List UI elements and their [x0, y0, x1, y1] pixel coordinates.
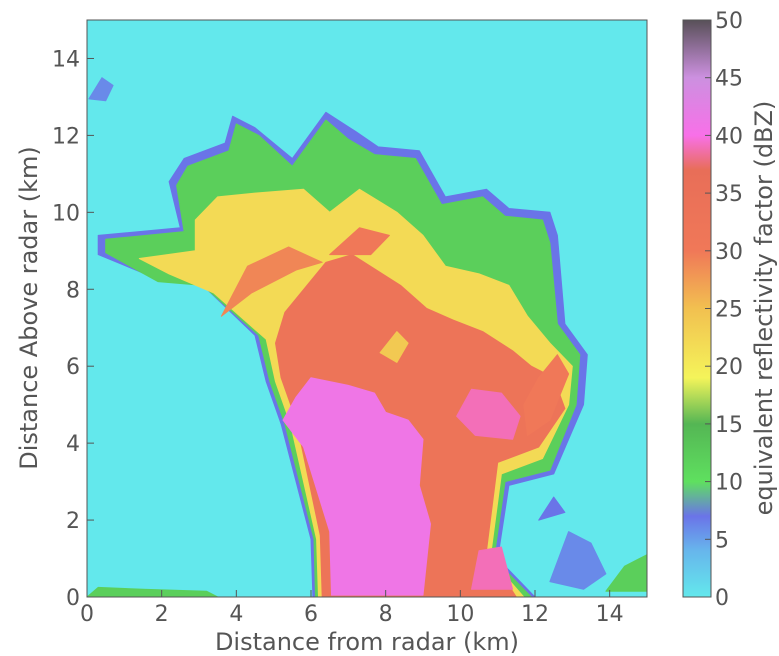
region-side-pink — [456, 388, 521, 440]
colorbar-tick-label: 25 — [715, 298, 743, 323]
y-tick-label: 2 — [66, 509, 80, 534]
y-axis-label: Distance Above radar (km) — [15, 146, 43, 470]
x-tick-label: 8 — [379, 602, 393, 627]
colorbar-tick-label: 15 — [715, 413, 743, 438]
colorbar-label: equivalent reflectivity factor (dBZ) — [750, 101, 778, 516]
colorbar-tick-label: 40 — [715, 124, 743, 149]
x-tick-label: 4 — [229, 602, 243, 627]
region-anvil-orange-left — [220, 246, 323, 317]
region-top-left-blob — [88, 77, 114, 102]
x-tick-label: 6 — [304, 602, 318, 627]
y-axis-ticks: 0 2 4 6 8 10 12 14 — [52, 47, 94, 611]
x-tick-label: 2 — [155, 602, 169, 627]
colorbar-tick-label: 50 — [715, 9, 743, 34]
region-lower-pink — [471, 546, 514, 590]
x-axis-label: Distance from radar (km) — [215, 628, 519, 656]
region-upper-orange — [329, 227, 390, 256]
colorbar-tick-label: 35 — [715, 182, 743, 207]
y-tick-label: 10 — [52, 201, 80, 226]
x-tick-label: 14 — [596, 602, 624, 627]
x-tick-label: 12 — [521, 602, 549, 627]
plot-frame — [86, 19, 648, 598]
region-ground-clutter — [87, 586, 219, 597]
region-right-orange — [523, 354, 570, 436]
x-tick-label: 0 — [80, 602, 94, 627]
region-core-magenta — [282, 377, 431, 596]
colorbar-tick-label: 5 — [715, 528, 729, 553]
colorbar-tick-label: 45 — [715, 67, 743, 92]
colorbar-tick-label: 10 — [715, 471, 743, 496]
y-tick-label: 14 — [52, 47, 80, 72]
plot-area — [87, 20, 647, 597]
region-right-cells-green — [605, 554, 647, 592]
region-far-right-blob — [538, 496, 566, 521]
y-tick-label: 4 — [66, 432, 80, 457]
region-right-cells-blue — [549, 531, 607, 590]
colorbar-tick-label: 20 — [715, 355, 743, 380]
y-tick-label: 6 — [66, 355, 80, 380]
colorbar: 0 5 10 15 20 25 30 35 40 45 50 — [682, 9, 743, 611]
colorbar-tick-label: 30 — [715, 240, 743, 265]
region-light-hole — [379, 331, 409, 363]
y-tick-label: 12 — [52, 124, 80, 149]
x-axis-ticks: 0 2 4 6 8 10 12 14 — [80, 590, 624, 627]
colorbar-tick-label: 0 — [715, 586, 729, 611]
y-tick-label: 0 — [66, 586, 80, 611]
reflectivity-regions — [87, 77, 647, 597]
x-tick-label: 10 — [446, 602, 474, 627]
y-tick-label: 8 — [66, 278, 80, 303]
colorbar-ticks: 0 5 10 15 20 25 30 35 40 45 50 — [705, 9, 743, 611]
